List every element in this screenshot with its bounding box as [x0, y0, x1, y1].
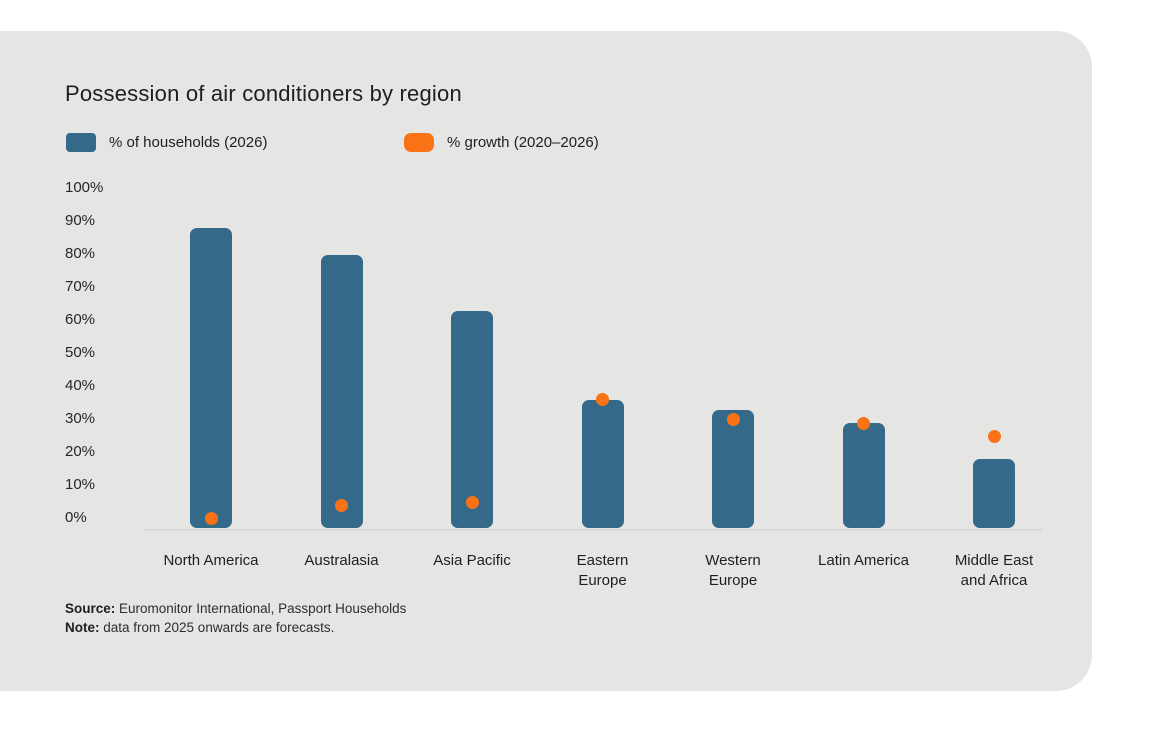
legend-item-households: % of households (2026) — [66, 133, 267, 152]
category-label-line: and Africa — [960, 572, 1028, 589]
category-label-line: Middle East — [954, 552, 1034, 569]
y-axis-tick-20: 20% — [65, 443, 96, 460]
note-label: Note: — [65, 619, 100, 635]
y-axis-tick-30: 30% — [65, 410, 96, 427]
growth-legend-label: % growth (2020–2026) — [447, 134, 599, 151]
category-label-line: North America — [163, 552, 259, 569]
bar-australasia — [320, 254, 363, 528]
y-axis-tick-80: 80% — [65, 245, 96, 262]
category-label-line: Europe — [708, 572, 758, 589]
category-label-line: Australasia — [304, 552, 379, 569]
category-label-line: Eastern — [576, 552, 629, 569]
growth-dot-western-europe — [726, 413, 740, 427]
source-line: Source: Euromonitor International, Passp… — [65, 600, 406, 619]
growth-dot-middle-east-and-africa — [987, 429, 1001, 443]
y-axis-tick-90: 90% — [65, 212, 96, 229]
growth-dot-australasia — [335, 499, 348, 512]
legend-item-growth: % growth (2020–2026) — [404, 133, 599, 152]
category-label-line: Europe — [578, 572, 627, 589]
growth-legend-swatch — [404, 133, 434, 152]
y-axis-tick-60: 60% — [65, 311, 96, 328]
growth-dot-asia-pacific — [465, 495, 479, 509]
growth-dot-latin-america — [857, 416, 870, 430]
category-label-latin-america: Latin America — [798, 551, 930, 571]
bar-western-europe — [712, 409, 754, 528]
category-label-line: Western — [705, 552, 761, 569]
chart-title: Possession of air conditioners by region — [65, 81, 462, 106]
y-axis-tick-100: 100% — [65, 179, 104, 196]
households-legend-swatch — [66, 133, 96, 152]
bar-asia-pacific — [451, 310, 493, 528]
category-label-australasia: Australasia — [276, 551, 408, 571]
y-axis-tick-10: 10% — [65, 476, 96, 493]
category-label-western-europe: Western Europe — [667, 551, 799, 591]
source-text: Euromonitor International, Passport Hous… — [115, 601, 407, 616]
y-axis-tick-0: 0% — [65, 509, 87, 526]
growth-dot-eastern-europe — [596, 393, 609, 407]
source-label: Source: — [65, 601, 116, 616]
households-legend-label: % of households (2026) — [109, 134, 268, 151]
category-label-asia-pacific: Asia Pacific — [406, 551, 538, 571]
category-label-middle-east-and-africa: Middle East and Africa — [928, 551, 1060, 591]
category-label-north-america: North America — [145, 551, 277, 571]
bar-latin-america — [842, 423, 885, 528]
chart-card — [0, 31, 1092, 691]
category-label-line: Latin America — [818, 552, 909, 569]
note-line: Note: data from 2025 onwards are forecas… — [65, 619, 406, 638]
y-axis-tick-70: 70% — [65, 278, 96, 295]
bar-eastern-europe — [581, 399, 624, 528]
bar-north-america — [190, 228, 232, 528]
note-text: data from 2025 onwards are forecasts. — [99, 619, 335, 635]
category-label-line: Asia Pacific — [433, 552, 511, 569]
y-axis-tick-40: 40% — [65, 377, 96, 394]
chart-footer: Source: Euromonitor International, Passp… — [65, 600, 406, 637]
bar-middle-east-and-africa — [973, 459, 1015, 528]
category-label-eastern-europe: Eastern Europe — [537, 551, 669, 591]
growth-dot-north-america — [204, 512, 218, 526]
x-axis-line — [145, 529, 1042, 531]
y-axis-tick-50: 50% — [65, 344, 96, 361]
